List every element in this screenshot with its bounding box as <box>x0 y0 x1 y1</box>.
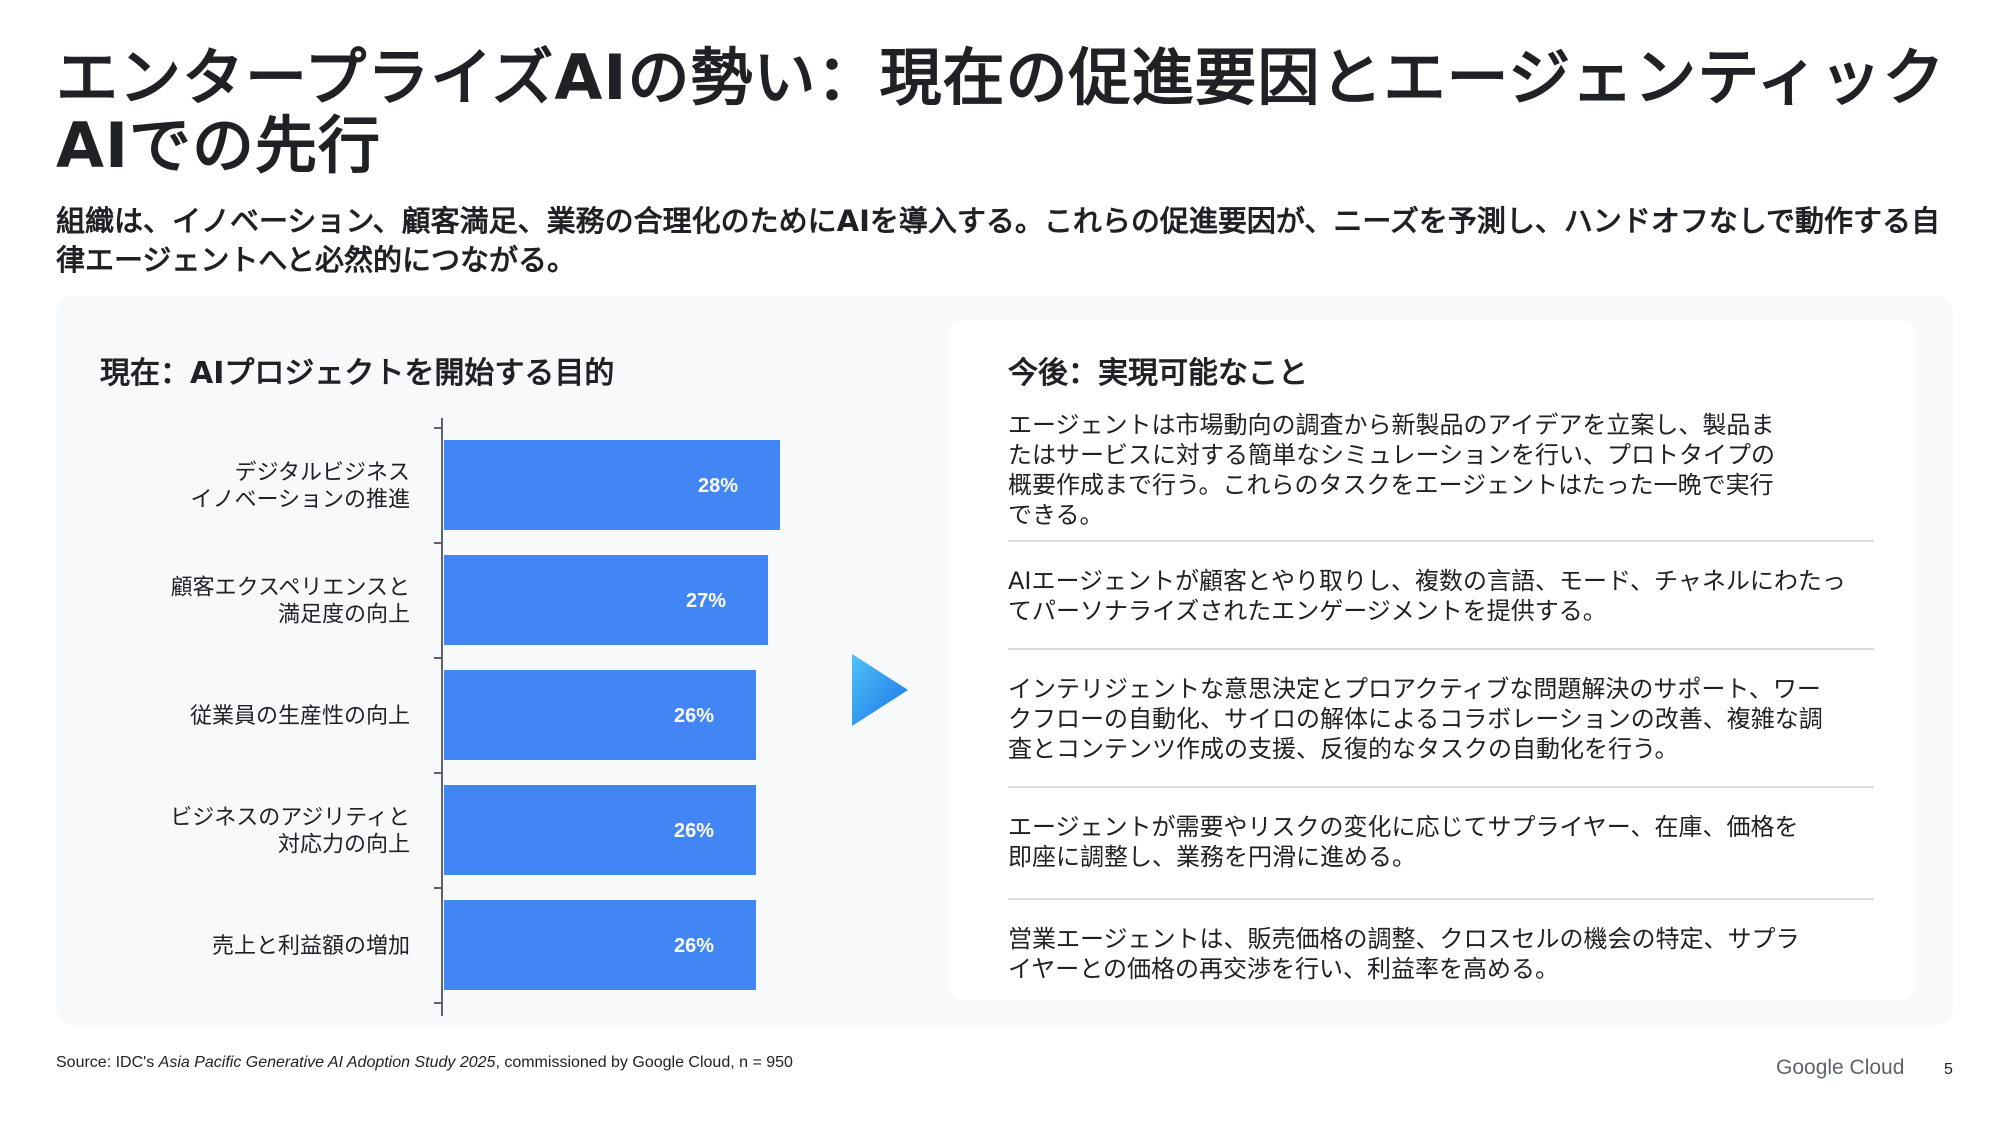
bar <box>444 900 756 990</box>
future-item-line: 概要作成まで行う。これらのタスクをエージェントはたった一晩で実行 <box>1008 471 1774 499</box>
future-item-line: 査とコンテンツ作成の支援、反復的なタスクの自動化を行う。 <box>1008 735 1679 763</box>
source-prefix: Source: IDC's <box>56 1054 159 1071</box>
future-item: エージェントが需要やリスクの変化に応じてサプライヤー、在庫、価格を 即座に調整し、… <box>1008 812 1888 872</box>
bar-value-label: 26% <box>674 705 714 727</box>
source-study: Asia Pacific Generative AI Adoption Stud… <box>158 1054 496 1071</box>
page-number: 5 <box>1944 1061 1953 1078</box>
category-label: 顧客エクスペリエンスと <box>171 576 410 601</box>
future-item: AIエージェントが顧客とやり取りし、複数の言語、モード、チャネルにわたっ てパーソ… <box>1008 566 1888 626</box>
category-label: 従業員の生産性の向上 <box>190 704 410 729</box>
future-item-line: てパーソナライズされたエンゲージメントを提供する。 <box>1008 597 1607 625</box>
bar-value-label: 27% <box>686 590 726 612</box>
right-heading: 今後：実現可能なこと <box>1008 356 1308 391</box>
bar-value-label: 28% <box>698 475 738 497</box>
category-label: デジタルビジネス <box>234 461 410 486</box>
category-label: ビジネスのアジリティと <box>170 806 410 831</box>
bar <box>444 670 756 760</box>
future-card <box>948 320 1916 1000</box>
source-suffix: , commissioned by Google Cloud, n = 950 <box>495 1054 793 1071</box>
category-label: 満足度の向上 <box>278 603 410 628</box>
category-label: 対応力の向上 <box>278 833 410 858</box>
category-label: 売上と利益額の増加 <box>212 934 410 959</box>
bar-value-label: 26% <box>674 935 714 957</box>
bar <box>444 785 756 875</box>
bar <box>444 555 768 645</box>
future-item-line: エージェントは市場動向の調査から新製品のアイデアを立案し、製品ま <box>1008 411 1775 439</box>
future-item-line: できる。 <box>1008 501 1104 529</box>
bar <box>444 440 780 530</box>
future-item: エージェントは市場動向の調査から新製品のアイデアを立案し、製品ま たはサービスに対… <box>1008 410 1888 530</box>
future-item-line: たはサービスに対する簡単なシミュレーションを行い、プロトタイプの <box>1008 441 1776 469</box>
future-item: 営業エージェントは、販売価格の調整、クロスセルの機会の特定、サプラ イヤーとの価格… <box>1008 924 1888 984</box>
item-divider <box>1008 786 1874 788</box>
item-divider <box>1008 540 1874 542</box>
future-item-line: 即座に調整し、業務を円滑に進める。 <box>1008 843 1416 871</box>
arrow-right-icon <box>852 654 908 726</box>
future-item-line: イヤーとの価格の再交渉を行い、利益率を高める。 <box>1008 955 1560 983</box>
google-cloud-logo: Google Cloud <box>1776 1056 1905 1079</box>
bar-value-label: 26% <box>674 820 714 842</box>
slide-title: エンタープライズAIの勢い：現在の促進要因とエージェンティックAIでの先行 <box>56 41 1946 182</box>
future-item-line: エージェントが需要やリスクの変化に応じてサプライヤー、在庫、価格を <box>1008 813 1799 841</box>
item-divider <box>1008 648 1874 650</box>
future-item: インテリジェントな意思決定とプロアクティブな問題解決のサポート、ワー クフローの自… <box>1008 674 1888 764</box>
future-item-line: インテリジェントな意思決定とプロアクティブな問題解決のサポート、ワー <box>1008 675 1821 703</box>
future-item-line: 営業エージェントは、販売価格の調整、クロスセルの機会の特定、サプラ <box>1008 925 1800 953</box>
slide-subtitle: 組織は、イノベーション、顧客満足、業務の合理化のためにAIを導入する。これらの促… <box>56 204 1941 277</box>
future-item-line: AIエージェントが顧客とやり取りし、複数の言語、モード、チャネルにわたっ <box>1008 567 1846 595</box>
future-item-line: クフローの自動化、サイロの解体によるコラボレーションの改善、複雑な調 <box>1008 705 1823 733</box>
left-heading: 現在：AIプロジェクトを開始する目的 <box>100 356 615 391</box>
category-label: イノベーションの推進 <box>190 488 410 513</box>
item-divider <box>1008 898 1874 900</box>
source-note: Source: IDC's Asia Pacific Generative AI… <box>56 1054 793 1072</box>
